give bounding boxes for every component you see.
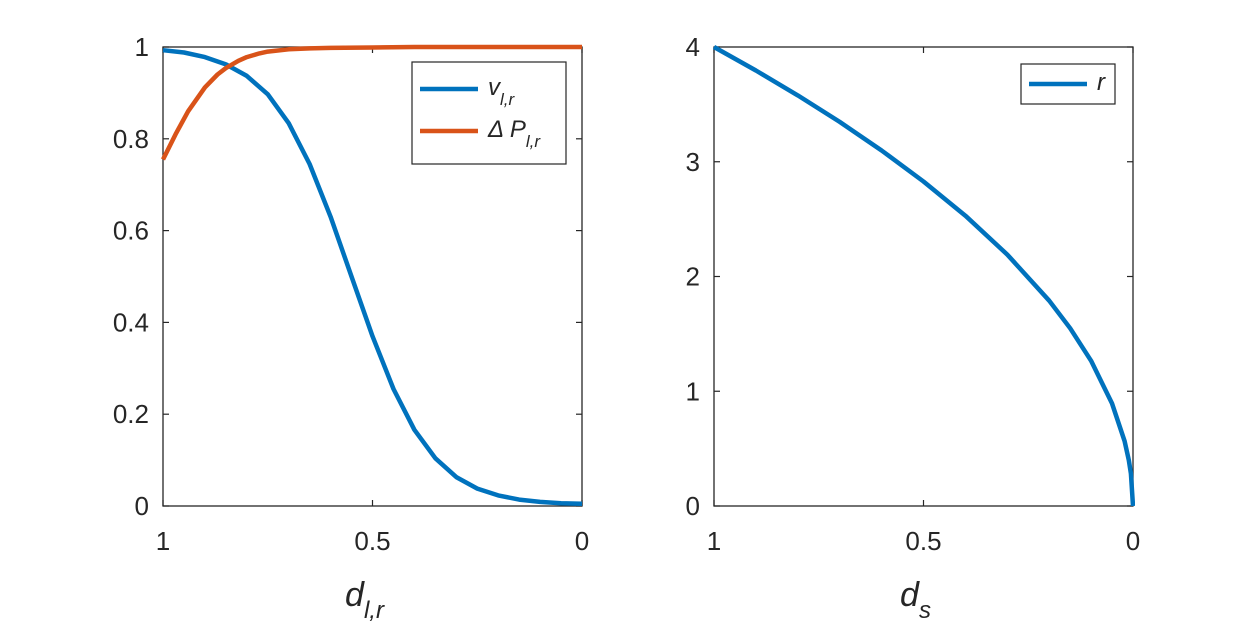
legend-entry: r: [1097, 69, 1106, 96]
y-tick-label: 0.4: [113, 307, 149, 337]
x-axis-label: ds: [900, 576, 931, 624]
y-tick-label: 0.2: [113, 399, 149, 429]
x-tick-label: 0: [575, 526, 589, 556]
y-tick-label: 0: [686, 491, 700, 521]
x-tick-label: 0.5: [905, 526, 941, 556]
legend-entry: Δ Pl,r: [487, 116, 541, 151]
x-axis-label: dl,r: [345, 576, 385, 624]
y-tick-label: 4: [686, 32, 700, 62]
legend-box: [411, 61, 567, 165]
y-tick-label: 1: [135, 32, 149, 62]
y-tick-label: 2: [686, 262, 700, 292]
legend-entry: vl,r: [488, 74, 516, 109]
plot-area: [713, 46, 1134, 507]
x-tick-label: 0.5: [354, 526, 390, 556]
series-line-0: [712, 45, 1135, 507]
x-tick-label: 0: [1126, 526, 1140, 556]
series-line-0: [162, 47, 583, 506]
y-tick-label: 0.6: [113, 216, 149, 246]
left-chart: 1 0.5 0 0 0.2 0.4 0.6 0.8 1 dl,r vl,r Δ Pl,r: [113, 32, 589, 624]
y-tick-label: 3: [686, 147, 700, 177]
y-tick-label: 0: [135, 491, 149, 521]
x-tick-label: 1: [707, 526, 721, 556]
y-tick-label: 1: [686, 376, 700, 406]
series-line-1: [161, 44, 582, 161]
x-tick-label: 1: [156, 526, 170, 556]
y-tick-label: 0.8: [113, 124, 149, 154]
